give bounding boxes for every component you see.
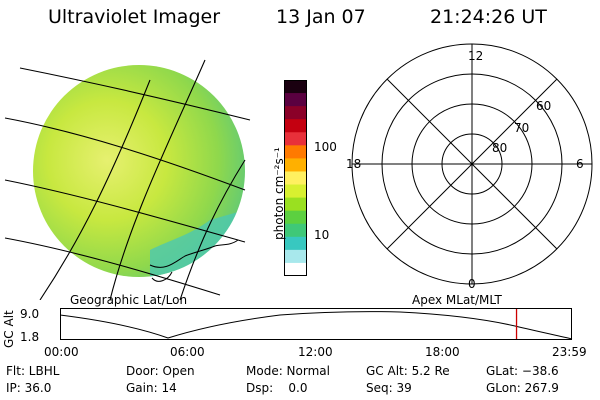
altitude-xtick-1800: 18:00	[425, 345, 460, 359]
colorbar-band	[284, 93, 307, 107]
status-mode: Mode: Normal	[246, 364, 330, 378]
colorbar-band	[284, 236, 307, 251]
mlt-label-0: 0	[468, 277, 476, 291]
colorbar-unit-label: photon cm⁻²s⁻¹	[272, 147, 286, 240]
coast-fringe	[150, 210, 245, 277]
status-dsp: Dsp: 0.0	[246, 381, 308, 395]
coastline	[149, 239, 239, 282]
mlt-label-12: 12	[468, 49, 483, 63]
earth-disk	[33, 65, 245, 277]
polar-caption: Apex MLat/MLT	[412, 293, 502, 307]
altitude-ytick-top: 9.0	[20, 307, 40, 321]
status-filter: Flt: LBHL	[6, 364, 60, 378]
colorbar-band	[284, 249, 307, 264]
altitude-xtick-1200: 12:00	[298, 345, 333, 359]
altitude-plot	[60, 308, 573, 340]
mlt-label-18: 18	[346, 157, 361, 171]
status-seq: Seq: 39	[366, 381, 412, 395]
altitude-ytick-bottom: 1.8	[20, 330, 40, 344]
earth-image	[4, 59, 251, 300]
color-scale-bar	[284, 80, 307, 276]
instrument-title: Ultraviolet Imager	[48, 6, 221, 28]
colorbar-band	[284, 132, 307, 146]
altitude-curve	[60, 311, 573, 340]
lat-lon-grid	[4, 59, 251, 300]
colorbar-band	[284, 197, 307, 212]
altitude-xtick-0600: 06:00	[170, 345, 205, 359]
colorbar-band	[284, 210, 307, 225]
colorbar-band	[284, 80, 307, 94]
colorbar-tick-100: 100	[314, 140, 337, 154]
status-door: Door: Open	[126, 364, 195, 378]
colorbar-band	[284, 145, 307, 159]
lat-label-60: 60	[536, 99, 551, 113]
status-gc-alt: GC Alt: 5.2 Re	[366, 364, 450, 378]
colorbar-band	[284, 119, 307, 133]
polar-plot: 12 18 6 0 60 70 80	[346, 43, 593, 291]
altitude-xtick-2359: 23:59	[552, 345, 587, 359]
colorbar-band	[284, 171, 307, 186]
colorbar-band	[284, 184, 307, 199]
earth-caption: Geographic Lat/Lon	[70, 293, 188, 307]
mlt-label-6: 6	[576, 157, 584, 171]
altitude-xtick-0000: 00:00	[44, 345, 79, 359]
status-glon: GLon: 267.9	[486, 381, 559, 395]
colorbar-band	[284, 262, 307, 276]
lat-label-70: 70	[514, 121, 529, 135]
time-label: 21:24:26 UT	[430, 6, 547, 28]
lat-label-80: 80	[492, 141, 507, 155]
colorbar-tick-10: 10	[314, 228, 330, 242]
colorbar-band	[284, 158, 307, 172]
status-glat: GLat: −38.6	[486, 364, 559, 378]
date-label: 13 Jan 07	[276, 6, 366, 28]
status-gain: Gain: 14	[126, 381, 177, 395]
colorbar-band	[284, 223, 307, 238]
colorbar-band	[284, 106, 307, 120]
status-ip: IP: 36.0	[6, 381, 52, 395]
altitude-ylabel: GC Alt	[2, 310, 16, 348]
